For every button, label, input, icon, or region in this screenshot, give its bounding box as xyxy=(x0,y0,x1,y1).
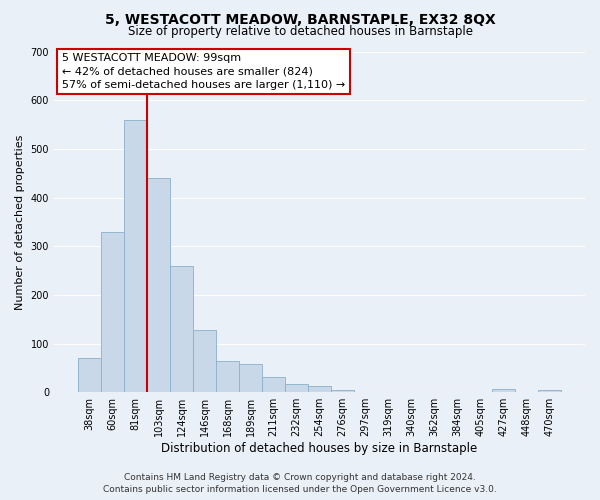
Bar xyxy=(216,360,239,392)
Bar xyxy=(262,376,285,392)
Bar xyxy=(331,390,354,392)
Bar xyxy=(101,232,124,392)
Y-axis label: Number of detached properties: Number of detached properties xyxy=(15,134,25,310)
Text: Contains HM Land Registry data © Crown copyright and database right 2024.
Contai: Contains HM Land Registry data © Crown c… xyxy=(103,472,497,494)
Text: Size of property relative to detached houses in Barnstaple: Size of property relative to detached ho… xyxy=(128,25,473,38)
Bar xyxy=(170,266,193,392)
Bar xyxy=(193,330,216,392)
Text: 5, WESTACOTT MEADOW, BARNSTAPLE, EX32 8QX: 5, WESTACOTT MEADOW, BARNSTAPLE, EX32 8Q… xyxy=(104,12,496,26)
Bar xyxy=(492,389,515,392)
Bar xyxy=(538,390,561,392)
Bar xyxy=(308,386,331,392)
Bar xyxy=(78,358,101,392)
Bar xyxy=(239,364,262,392)
Bar xyxy=(124,120,147,392)
X-axis label: Distribution of detached houses by size in Barnstaple: Distribution of detached houses by size … xyxy=(161,442,478,455)
Bar xyxy=(147,178,170,392)
Text: 5 WESTACOTT MEADOW: 99sqm
← 42% of detached houses are smaller (824)
57% of semi: 5 WESTACOTT MEADOW: 99sqm ← 42% of detac… xyxy=(62,53,345,90)
Bar xyxy=(285,384,308,392)
